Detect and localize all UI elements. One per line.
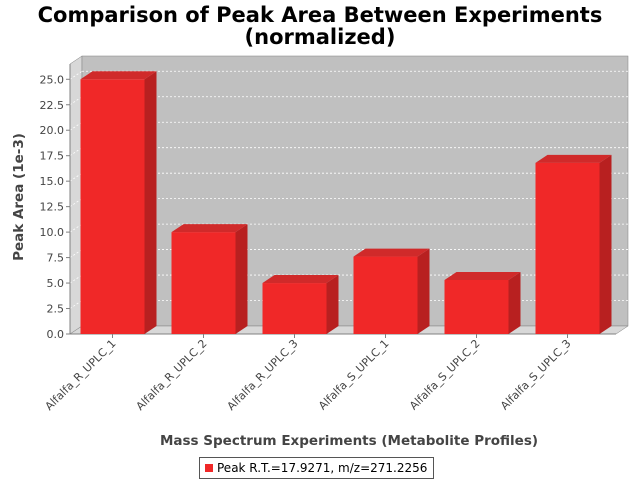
x-tick-label: Alfalfa_S_UPLC_3: [498, 337, 574, 413]
y-tick-label: 17.5: [40, 150, 65, 163]
x-tick-label: Alfalfa_R_UPLC_3: [225, 337, 301, 413]
y-tick-label: 15.0: [40, 175, 65, 188]
x-tick-label: Alfalfa_R_UPLC_2: [134, 337, 210, 413]
bar: [171, 232, 236, 334]
chart-title-line1: Comparison of Peak Area Between Experime…: [37, 3, 603, 27]
y-tick-label: 5.0: [47, 277, 65, 290]
chart-title-line2: (normalized): [244, 25, 396, 49]
x-tick-label: Alfalfa_S_UPLC_1: [316, 337, 392, 413]
bar-side: [144, 71, 157, 334]
x-tick-label: Alfalfa_R_UPLC_1: [43, 337, 119, 413]
bar: [262, 283, 327, 334]
x-tick-label: Alfalfa_S_UPLC_2: [407, 337, 483, 413]
y-tick-label: 12.5: [40, 201, 65, 214]
bar-top: [80, 71, 157, 80]
y-gridline-side: [69, 223, 83, 233]
y-gridline-side: [69, 198, 83, 207]
y-tick-label: 2.5: [47, 303, 65, 316]
bar-side: [417, 248, 430, 334]
legend-label: Peak R.T.=17.9271, m/z=271.2256: [217, 461, 428, 475]
y-gridline-side: [69, 147, 83, 157]
y-gridline-side: [69, 172, 83, 182]
y-gridline-side: [69, 70, 83, 80]
y-axis-title: Peak Area (1e-3): [11, 133, 27, 261]
y-gridline-side: [69, 274, 83, 284]
y-tick-label: 10.0: [40, 226, 65, 239]
legend: Peak R.T.=17.9271, m/z=271.2256: [199, 457, 435, 479]
bar: [353, 256, 418, 334]
bar-top: [353, 248, 430, 257]
bar: [80, 79, 145, 334]
bar: [535, 162, 600, 334]
bar-top: [444, 272, 521, 280]
bar-top: [171, 224, 248, 233]
y-gridline-side: [69, 96, 83, 106]
bar-top: [262, 275, 339, 284]
bar-side: [326, 275, 339, 334]
bar-top: [535, 154, 612, 163]
y-tick-label: 22.5: [40, 99, 65, 112]
y-tick-label: 0.0: [47, 328, 65, 341]
y-gridline-side: [69, 249, 83, 258]
bar-side: [235, 224, 248, 334]
y-gridline-side: [69, 300, 83, 309]
x-axis-title: Mass Spectrum Experiments (Metabolite Pr…: [160, 433, 538, 449]
y-gridline-side: [69, 121, 83, 131]
bar-side: [599, 154, 612, 334]
y-tick-label: 7.5: [47, 252, 65, 265]
bar-side: [508, 272, 521, 334]
legend-swatch: [205, 464, 213, 472]
y-tick-label: 25.0: [40, 73, 65, 86]
bar: [444, 280, 509, 334]
y-tick-label: 20.0: [40, 124, 65, 137]
